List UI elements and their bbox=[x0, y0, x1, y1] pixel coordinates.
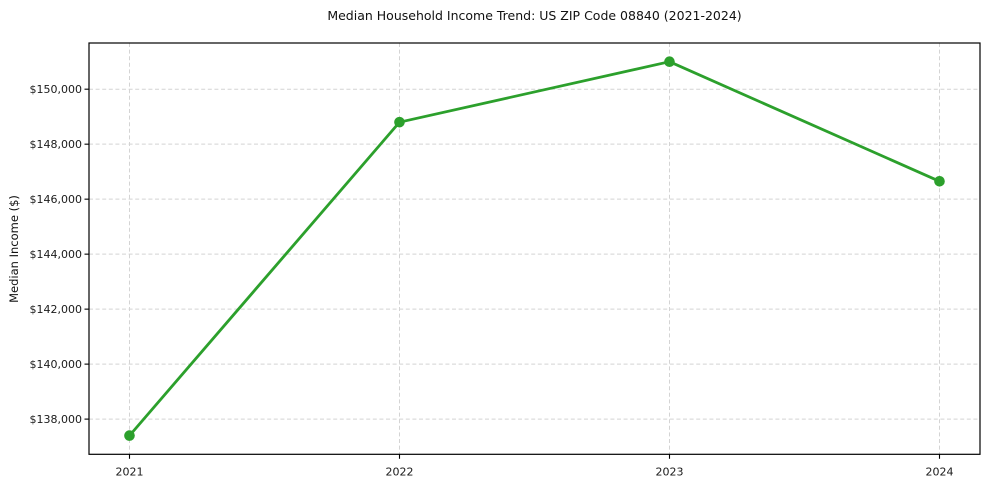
data-point-marker bbox=[394, 116, 405, 128]
x-tick-label: 2021 bbox=[116, 465, 144, 478]
chart-title: Median Household Income Trend: US ZIP Co… bbox=[327, 8, 742, 23]
y-tick-label: $142,000 bbox=[30, 303, 83, 316]
y-tick-label: $144,000 bbox=[30, 248, 83, 261]
x-tick-label: 2024 bbox=[926, 465, 954, 478]
y-tick-label: $140,000 bbox=[30, 358, 83, 371]
income-trend-line bbox=[128, 60, 941, 438]
y-tick-label: $148,000 bbox=[30, 138, 83, 151]
y-tick-label: $146,000 bbox=[30, 193, 83, 206]
data-point-marker bbox=[124, 430, 135, 441]
x-tick-label: 2022 bbox=[386, 465, 414, 478]
data-point-marker bbox=[934, 175, 945, 187]
x-tick-label: 2023 bbox=[656, 465, 684, 478]
y-tick-label: $150,000 bbox=[30, 83, 83, 96]
plot-border bbox=[88, 42, 981, 455]
y-tick-label: $138,000 bbox=[30, 413, 83, 426]
data-point-marker bbox=[664, 56, 675, 67]
